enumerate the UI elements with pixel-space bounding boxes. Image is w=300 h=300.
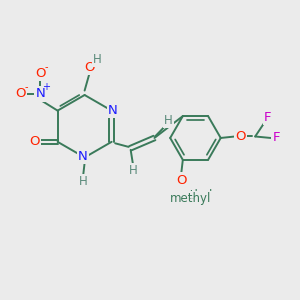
Text: N: N (78, 150, 88, 163)
Text: +: + (42, 82, 50, 92)
Text: F: F (264, 111, 272, 124)
Text: O: O (176, 174, 187, 187)
Text: F: F (272, 131, 280, 145)
Text: H: H (129, 164, 138, 177)
Text: O: O (84, 61, 94, 74)
Text: N: N (108, 104, 118, 117)
Text: H: H (79, 175, 88, 188)
Text: -: - (44, 62, 48, 73)
Text: methyl: methyl (190, 198, 195, 200)
Text: methyl: methyl (172, 189, 213, 202)
Text: methyl: methyl (188, 195, 193, 196)
Text: methyl: methyl (170, 192, 212, 205)
Text: N: N (35, 88, 45, 100)
Text: O: O (235, 130, 246, 143)
Text: O: O (35, 67, 46, 80)
Text: -: - (25, 82, 28, 92)
Text: H: H (164, 114, 173, 127)
Text: H: H (93, 53, 102, 66)
Text: O: O (29, 135, 40, 148)
Text: O: O (15, 88, 26, 100)
